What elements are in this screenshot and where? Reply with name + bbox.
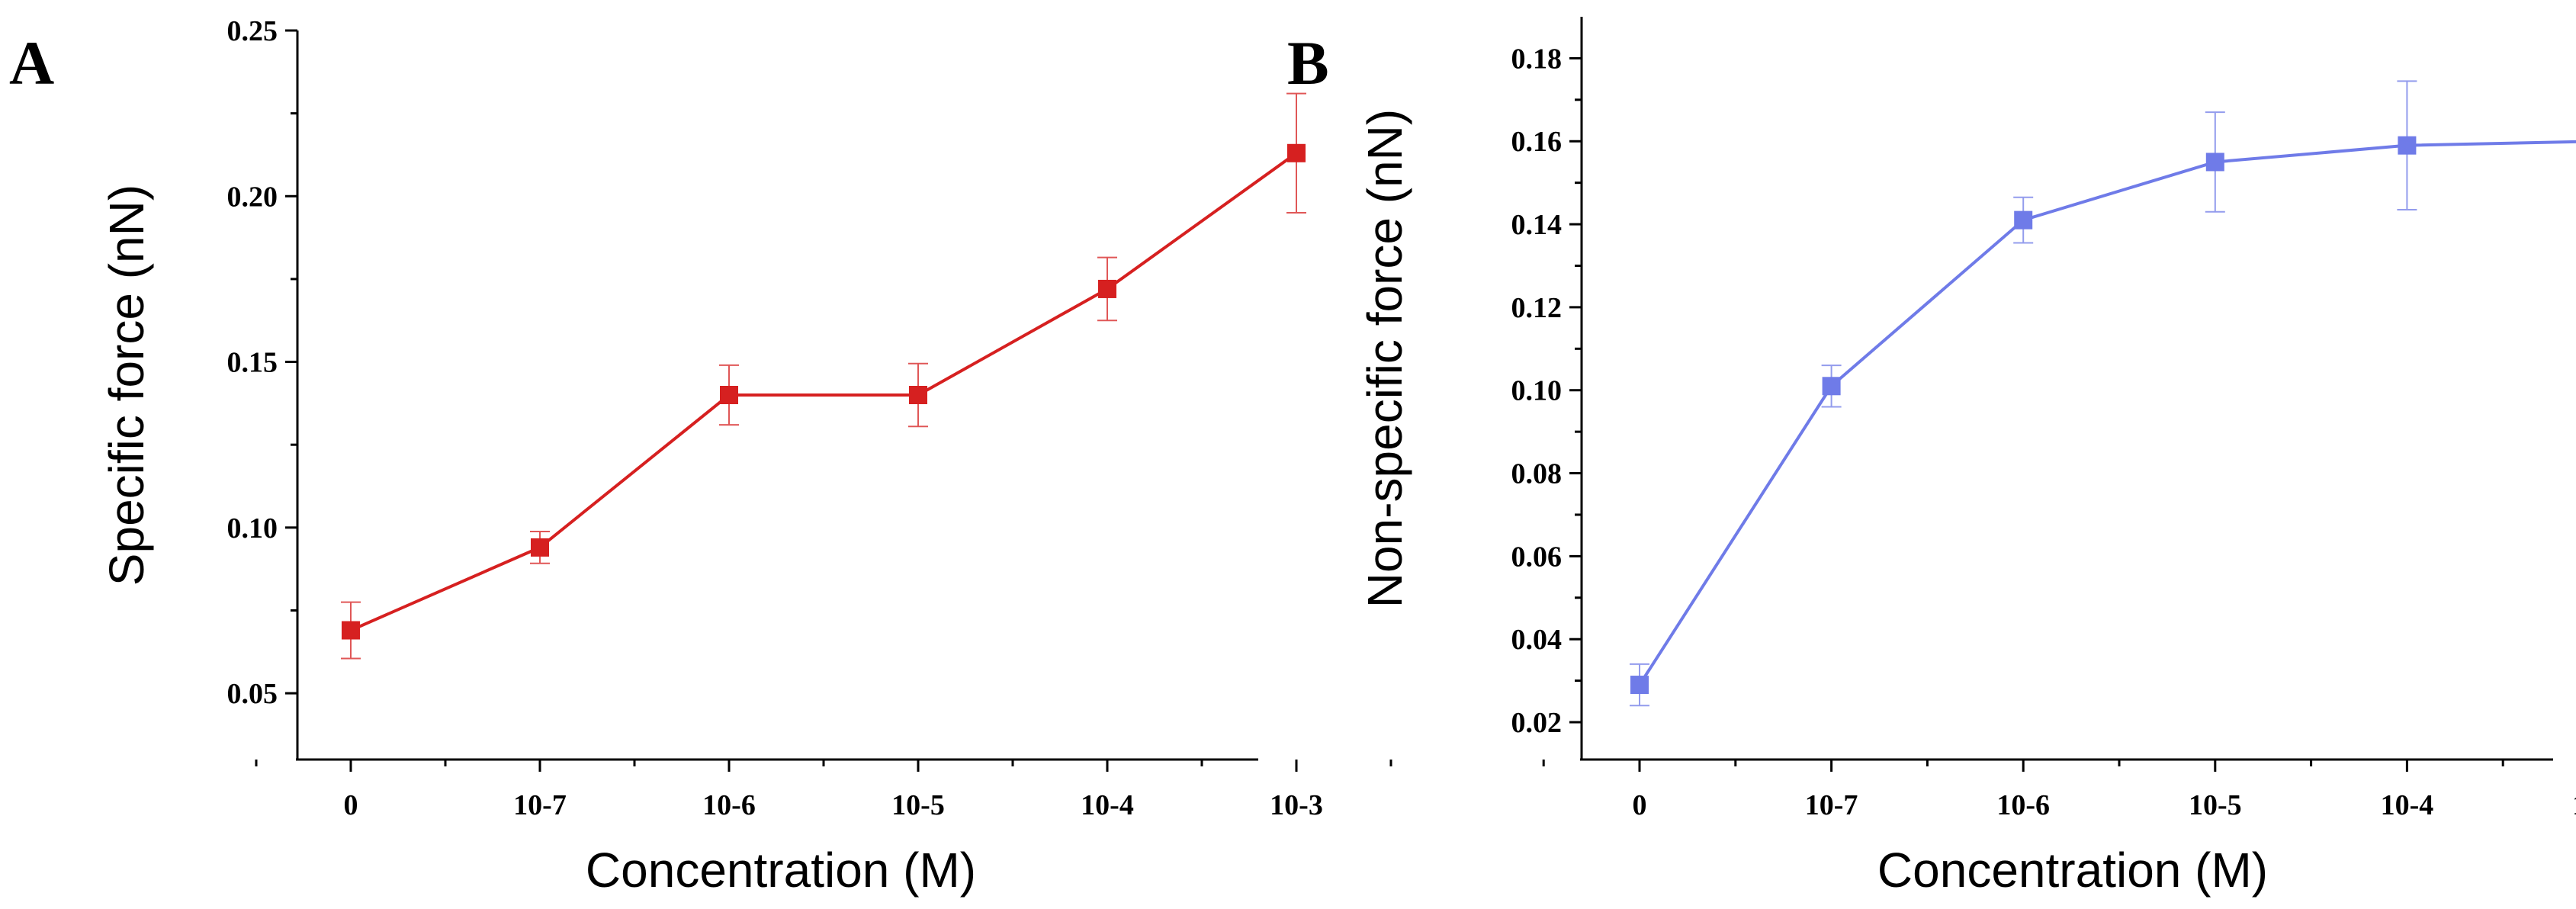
panel-b-y-axis-title: Non-specific force (nN) xyxy=(1357,109,1412,608)
panel-a-letter: A xyxy=(9,28,54,98)
panel-b-data-point xyxy=(1822,377,1841,396)
panel-b-data-point xyxy=(2205,153,2224,172)
panel-a-y-tick-label: 0.10 xyxy=(227,512,278,544)
panel-b-letter: B xyxy=(1287,28,1329,98)
panel-b-y-tick-label: 0.06 xyxy=(1511,541,1563,573)
panel-b-chart: B 0.02 0.04 0.06 0.08 0.10 0.12 0.14 0.16 0.18 0… xyxy=(1287,17,2576,898)
panel-a-x-tick-label: 10-3 xyxy=(1270,789,1323,821)
panel-b-data-point xyxy=(1630,676,1649,695)
panel-a-x-tick-label: 10-4 xyxy=(1081,789,1134,821)
panel-b-y-tick-label: 0.14 xyxy=(1511,209,1563,241)
panel-b-x-tick-label: 0 xyxy=(1633,789,1647,821)
panel-b-series-group xyxy=(1630,80,2576,707)
panel-a-y-tick-label: 0.25 xyxy=(227,15,278,47)
panel-a-data-point xyxy=(1287,143,1306,162)
panel-b-y-tick-label: 0.08 xyxy=(1511,458,1563,490)
panel-a-y-tick-label: 0.15 xyxy=(227,347,278,379)
panel-b-y-tick-label: 0.18 xyxy=(1511,43,1563,75)
panel-b-y-tick-label: 0.12 xyxy=(1511,292,1563,324)
panel-a-x-tick-label: 10-6 xyxy=(702,789,756,821)
panel-a-data-point xyxy=(909,386,927,404)
panel-a-data-point xyxy=(342,621,360,640)
panel-b-x-tick-label: 10-6 xyxy=(1996,789,2050,821)
panel-b-x-tick-label: 10-4 xyxy=(2381,789,2434,821)
panel-b-data-point xyxy=(2014,210,2033,230)
panel-b-x-tick-label: 10-5 xyxy=(2189,789,2242,821)
panel-b-x-ticks: 0 10-7 10-6 10-5 10-4 10-3 xyxy=(1542,760,2576,821)
panel-b-x-tick-label: 10-7 xyxy=(1805,789,1858,821)
panel-a-x-tick-label: 0 xyxy=(344,789,358,821)
panel-b-x-axis-title: Concentration (M) xyxy=(1877,843,2268,898)
panel-a-y-ticks: 0.05 0.10 0.15 0.20 0.25 xyxy=(227,15,297,710)
panel-b-data-point xyxy=(2398,136,2417,155)
panel-a-series-group xyxy=(341,92,1306,660)
panel-a-y-tick-label: 0.05 xyxy=(227,678,278,710)
panel-b-y-tick-label: 0.16 xyxy=(1511,126,1563,158)
panel-a-series-line xyxy=(350,152,1298,632)
panel-b-x-tick-label: 10-3 xyxy=(2572,789,2576,821)
panel-a-x-ticks: 0 10-7 10-6 10-5 10-4 10-3 xyxy=(255,760,1392,821)
panel-a-x-tick-label: 10-7 xyxy=(513,789,567,821)
panel-a-x-axis-title: Concentration (M) xyxy=(586,843,976,898)
panel-a-data-point xyxy=(1098,279,1116,298)
panel-a-y-tick-label: 0.20 xyxy=(227,181,278,213)
panel-a-x-tick-label: 10-5 xyxy=(891,789,945,821)
panel-b-series-line xyxy=(1638,140,2576,686)
panel-a-data-point xyxy=(531,538,549,557)
panel-b-y-tick-label: 0.04 xyxy=(1511,624,1563,656)
panel-b-y-tick-label: 0.10 xyxy=(1511,375,1563,407)
panel-b-y-tick-label: 0.02 xyxy=(1511,707,1563,739)
panel-a-y-axis-title: Specific force (nN) xyxy=(99,185,154,586)
panel-b-y-ticks: 0.02 0.04 0.06 0.08 0.10 0.12 0.14 0.16 0.18 xyxy=(1511,43,1582,739)
panel-a-data-point xyxy=(720,386,738,404)
panel-a-chart: A 0.05 0.10 0.15 0.20 0.25 0 10-7 10-6 10-5 10-4… xyxy=(9,15,1392,898)
